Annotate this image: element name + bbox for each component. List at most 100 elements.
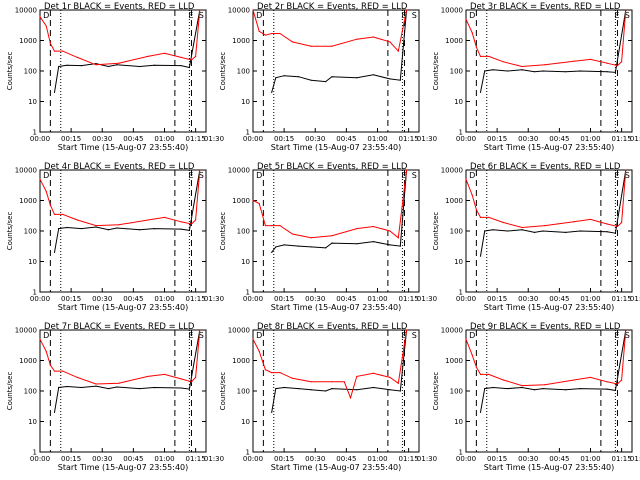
y-tick-label: 10000	[228, 167, 250, 175]
point-lld	[190, 59, 193, 61]
y-axis-label: Counts/sec	[219, 52, 227, 91]
series-lld	[39, 169, 201, 227]
x-tick-label: 01:00	[154, 455, 174, 463]
y-tick-label: 10	[241, 418, 250, 426]
point-events	[399, 390, 401, 392]
point-lld	[163, 216, 166, 218]
series-lld	[465, 9, 627, 68]
x-tick-label: 01:30	[630, 455, 640, 463]
marker-S: S	[412, 331, 417, 340]
point-events	[521, 386, 523, 389]
point-lld	[264, 225, 267, 227]
point-lld	[147, 55, 149, 58]
point-events	[58, 386, 60, 389]
point-lld	[195, 376, 197, 378]
point-lld	[625, 329, 627, 331]
point-lld	[264, 34, 267, 36]
marker-E: E	[188, 171, 193, 180]
point-lld	[331, 45, 333, 47]
x-tick-label: 00:00	[456, 135, 476, 143]
panel-6: Det 6r BLACK = Events, RED = LLD 1 10 100 10…	[432, 162, 640, 312]
point-lld	[356, 375, 358, 378]
point-events	[80, 65, 83, 67]
point-events	[139, 229, 141, 231]
marker-S: S	[625, 11, 630, 20]
y-tick-label: 1	[33, 129, 37, 137]
x-tick-label: 00:15	[274, 135, 294, 143]
point-lld	[39, 16, 41, 18]
marker-S: S	[625, 331, 630, 340]
point-lld	[279, 225, 281, 227]
point-lld	[118, 62, 120, 64]
marker-D: D	[469, 331, 475, 340]
y-tick-label: 100	[24, 228, 37, 236]
point-lld	[258, 30, 260, 32]
marker-D: D	[43, 171, 49, 180]
x-tick-label: 00:45	[549, 135, 569, 143]
point-lld	[544, 225, 546, 227]
y-tick-label: 10000	[15, 167, 37, 175]
x-tick-label: 01:00	[580, 295, 600, 303]
y-tick-label: 1000	[19, 357, 37, 365]
point-events	[95, 62, 97, 65]
x-tick-label: 00:30	[305, 455, 325, 463]
point-events	[533, 71, 536, 73]
point-events	[356, 243, 358, 245]
x-tick-label: 01:15	[399, 455, 419, 463]
series-lld	[252, 9, 408, 53]
series-lld	[465, 329, 627, 387]
point-lld	[76, 56, 78, 58]
point-events	[53, 411, 56, 413]
point-lld	[45, 25, 47, 27]
point-events	[484, 70, 486, 72]
point-events	[506, 70, 509, 72]
point-events	[389, 78, 391, 80]
y-tick-label: 100	[450, 228, 463, 236]
series-events	[480, 9, 627, 93]
y-tick-label: 1000	[232, 37, 250, 45]
y-tick-label: 10	[454, 98, 463, 106]
point-lld	[465, 338, 467, 340]
x-tick-label: 00:15	[487, 135, 507, 143]
point-lld	[621, 379, 623, 381]
point-events	[298, 245, 300, 247]
y-axis-label: Counts/sec	[432, 52, 440, 91]
point-events	[80, 386, 83, 389]
marker-E: E	[188, 11, 193, 20]
point-events	[492, 386, 494, 389]
point-events	[188, 388, 190, 390]
point-events	[116, 64, 118, 66]
point-events	[58, 65, 60, 68]
x-tick-label: 01:30	[630, 135, 640, 143]
point-events	[58, 227, 60, 230]
marker-S: S	[625, 171, 630, 180]
plot-frame	[252, 9, 420, 133]
point-lld	[180, 56, 182, 58]
x-tick-label: 01:15	[186, 295, 206, 303]
point-events	[484, 387, 486, 390]
point-lld	[190, 223, 193, 225]
point-lld	[488, 216, 490, 218]
point-events	[153, 64, 155, 66]
point-lld	[252, 199, 254, 202]
point-events	[533, 231, 536, 233]
point-lld	[475, 366, 477, 368]
y-tick-label: 10000	[228, 7, 250, 15]
y-tick-label: 1	[246, 129, 250, 137]
y-tick-label: 1	[459, 289, 463, 297]
point-lld	[405, 169, 408, 171]
marker-E: E	[401, 11, 406, 20]
y-tick-label: 10	[454, 418, 463, 426]
point-lld	[49, 42, 51, 45]
x-tick-label: 00:00	[243, 295, 263, 303]
point-events	[298, 76, 300, 78]
x-axis-label: Start Time (15-Aug-07 23:55:40)	[484, 463, 615, 472]
x-tick-label: 00:15	[487, 295, 507, 303]
point-lld	[39, 338, 41, 340]
point-lld	[310, 237, 312, 239]
y-axis-label: Counts/sec	[219, 372, 227, 411]
marker-S: S	[412, 171, 417, 180]
point-lld	[356, 38, 358, 40]
y-tick-label: 10	[454, 258, 463, 266]
